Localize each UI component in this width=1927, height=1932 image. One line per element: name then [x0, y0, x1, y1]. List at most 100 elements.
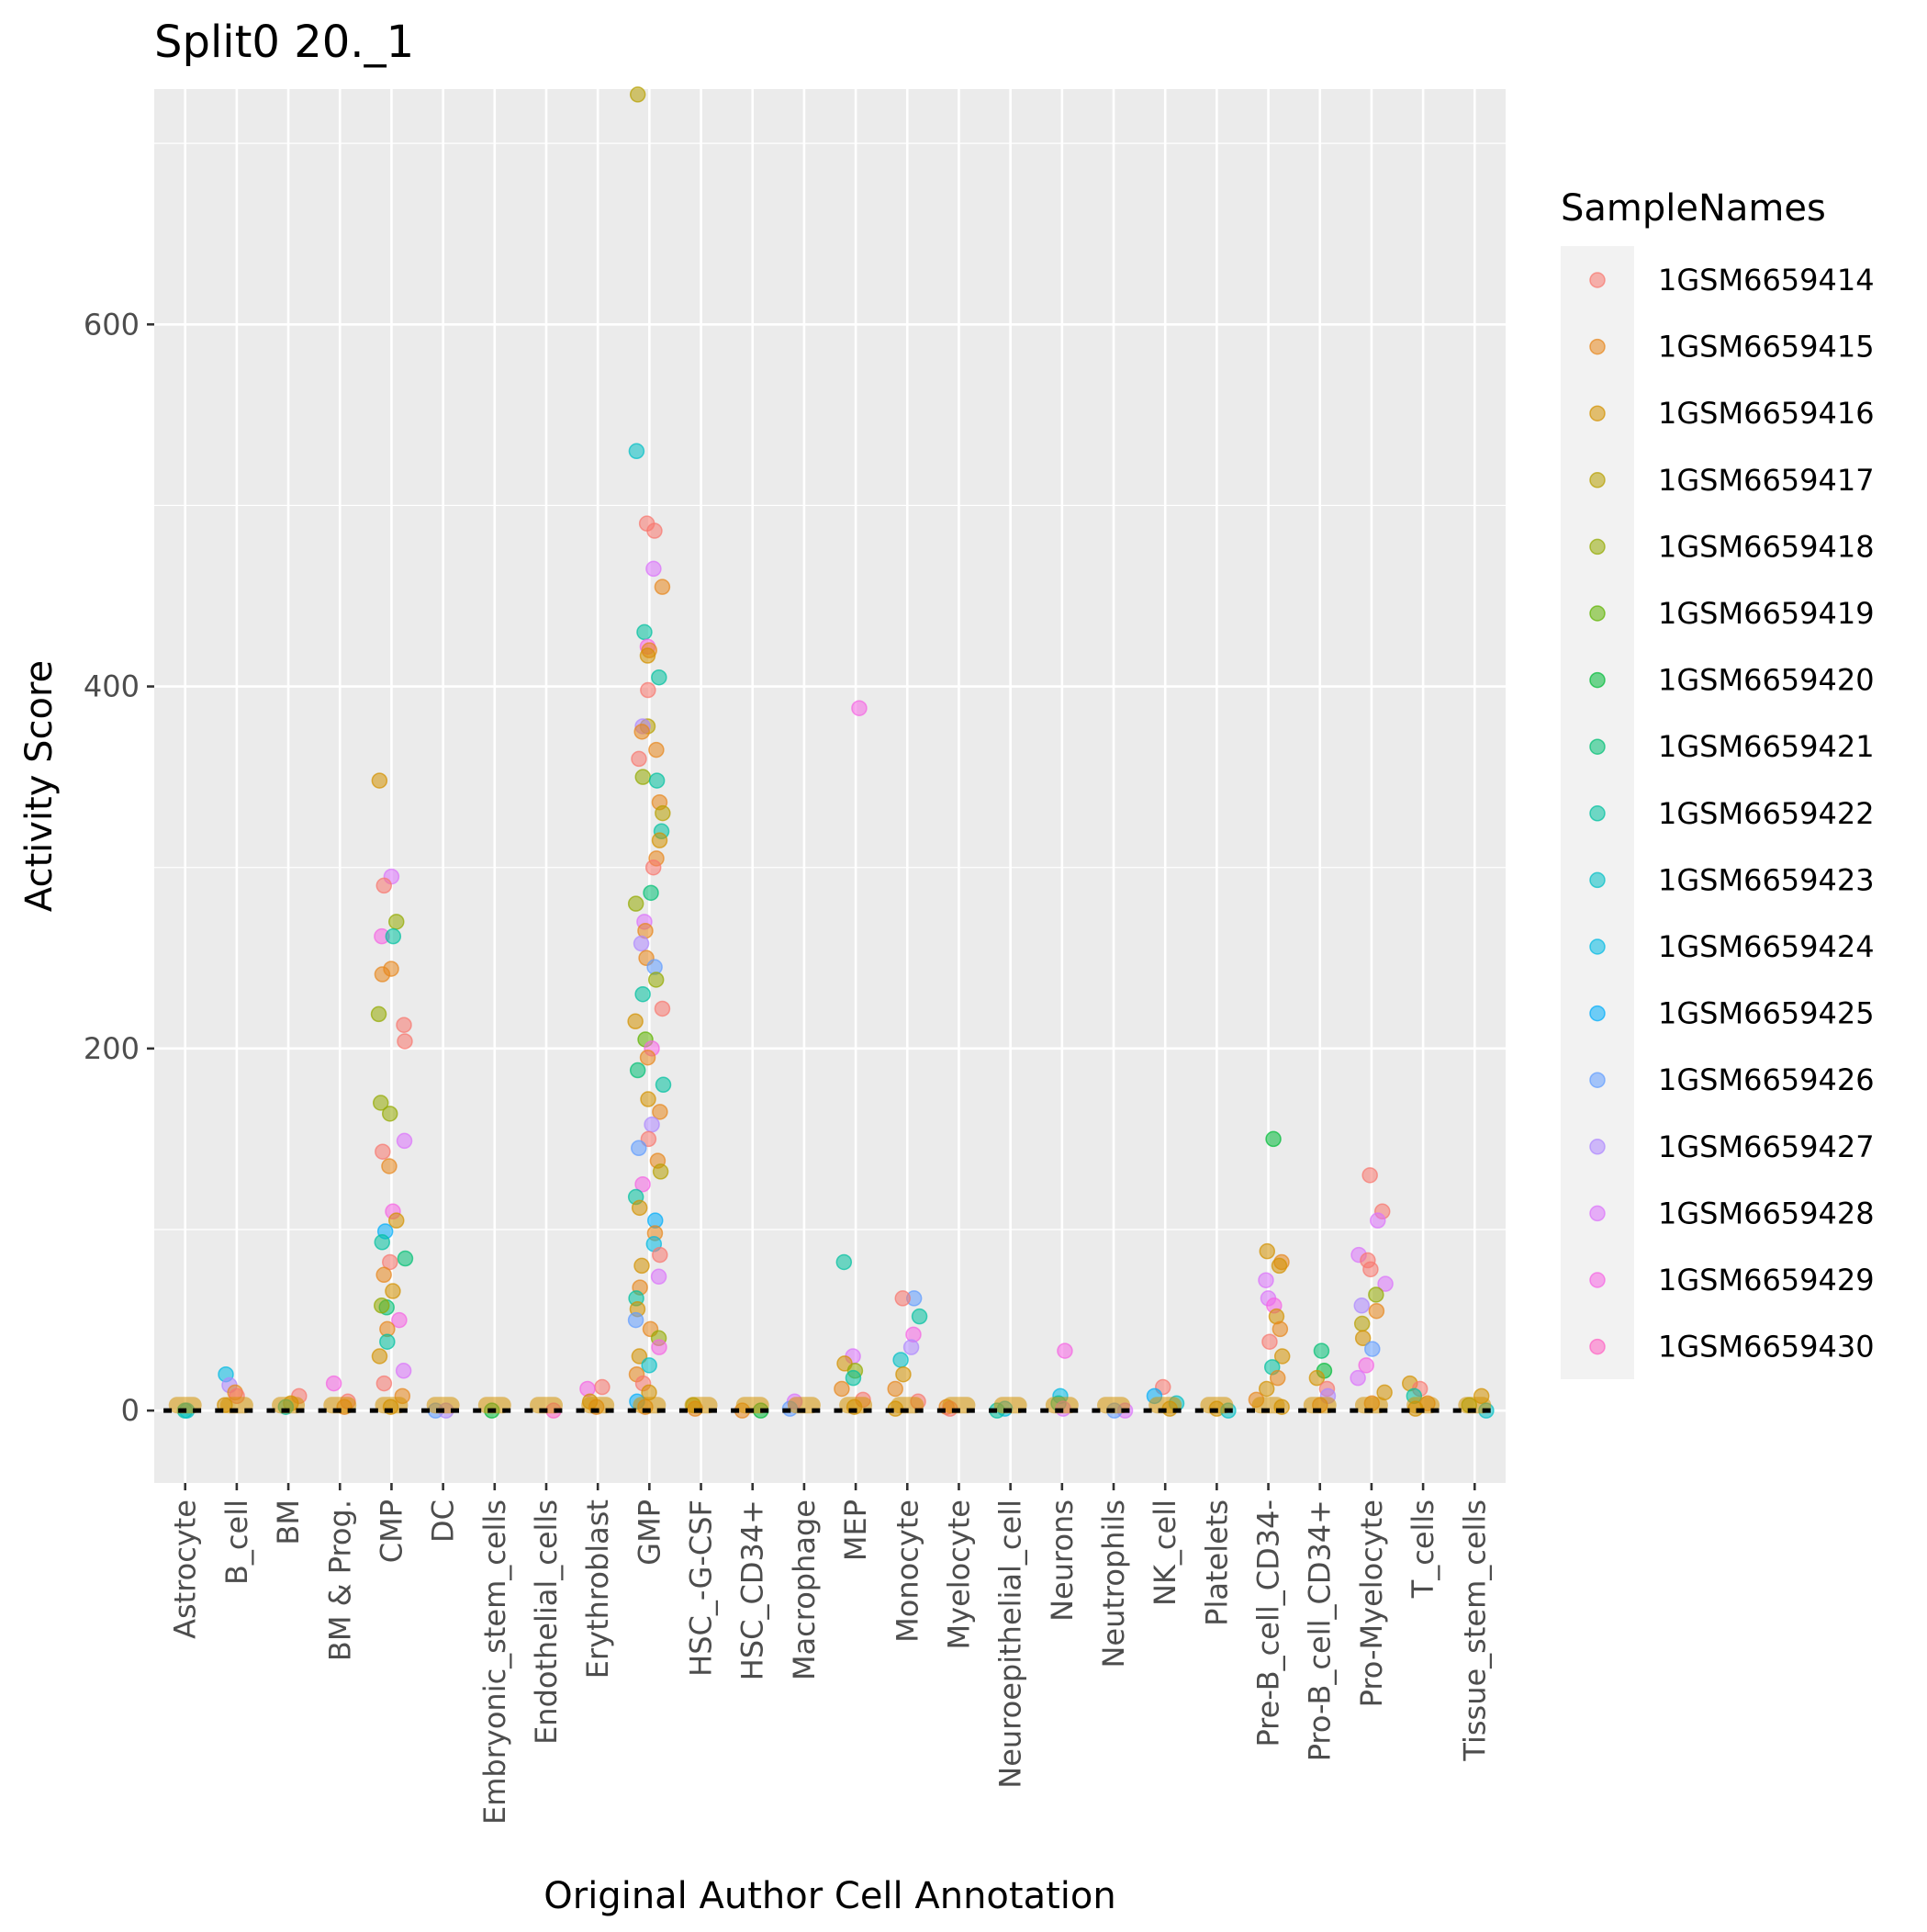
legend-items: 1GSM6659414 1GSM6659415 1GSM6659416 1GSM665… [1589, 263, 1875, 1365]
data-point [835, 1253, 853, 1271]
data-point [1265, 1130, 1282, 1148]
data-point [385, 1283, 401, 1299]
data-point [1308, 1369, 1326, 1387]
y-tick-label: 600 [84, 307, 140, 342]
data-point [381, 1158, 398, 1174]
data-point [648, 741, 665, 758]
data-point [381, 1106, 398, 1122]
chart-title: Split0 20._1 [154, 17, 414, 68]
data-point [633, 724, 650, 740]
x-axis: Astrocyte B_cell BM BM & Prog. CMP DC Embryoni… [168, 1483, 1492, 1825]
x-tick-label: BM [271, 1500, 306, 1545]
x-tick-label: HSC_-G-CSF [684, 1500, 719, 1677]
data-point [634, 1175, 651, 1193]
data-point [1350, 1369, 1366, 1387]
x-tick-label: HSC_CD34+ [735, 1500, 770, 1680]
y-axis-title: Activity Score [18, 660, 61, 912]
x-tick-label: Neutrophils [1096, 1500, 1131, 1668]
legend-key [1589, 1338, 1606, 1355]
legend-title: SampleNames [1561, 187, 1826, 230]
data-point [1271, 1257, 1288, 1275]
data-point [634, 769, 652, 785]
legend-label: 1GSM6659427 [1658, 1129, 1875, 1164]
y-axis: 0 200 400 600 [84, 307, 154, 1428]
legend-key [1589, 671, 1606, 689]
x-tick-label: T_cells [1406, 1500, 1440, 1599]
data-point [373, 1297, 390, 1314]
legend-label: 1GSM6659422 [1658, 796, 1875, 831]
legend-label: 1GSM6659424 [1658, 929, 1875, 964]
data-point [1057, 1342, 1073, 1359]
data-point [627, 1013, 644, 1030]
data-point [396, 1017, 412, 1033]
plot-panel [154, 89, 1506, 1483]
data-point [629, 1061, 646, 1079]
data-point [371, 1348, 388, 1365]
legend-label: 1GSM6659428 [1658, 1196, 1875, 1230]
data-point [651, 1339, 667, 1355]
legend: SampleNames 1GSM66594141GSM66594151GSM66… [1561, 187, 1875, 1379]
data-point [1354, 1330, 1372, 1347]
data-point [639, 647, 656, 664]
data-point [629, 86, 646, 103]
x-tick-label: Platelets [1199, 1500, 1234, 1626]
data-point [655, 1076, 672, 1094]
data-point [1368, 1302, 1385, 1320]
legend-label: 1GSM6659416 [1658, 396, 1875, 431]
legend-key [1589, 1005, 1606, 1022]
x-tick-label: Pro-B_cell_CD34+ [1303, 1500, 1338, 1761]
data-point [375, 1143, 391, 1160]
legend-key [1589, 272, 1606, 288]
x-tick-label: Astrocyte [168, 1500, 203, 1639]
x-tick-label: Pre-B_cell_CD34- [1251, 1500, 1286, 1747]
legend-key [1589, 338, 1606, 355]
x-tick-label: MEP [838, 1500, 873, 1561]
data-point [371, 772, 388, 789]
legend-key [1589, 738, 1606, 755]
data-point [1377, 1275, 1394, 1292]
data-point [1258, 1272, 1274, 1288]
legend-key [1589, 538, 1606, 556]
x-tick-label: Neurons [1045, 1500, 1080, 1622]
data-point [655, 804, 671, 822]
data-point [1368, 1286, 1384, 1303]
x-tick-label: CMP [374, 1500, 409, 1563]
data-point [633, 935, 650, 952]
data-point [644, 859, 662, 876]
data-point [1261, 1333, 1278, 1350]
data-point [652, 1104, 668, 1120]
y-tick-label: 200 [84, 1031, 140, 1066]
legend-label: 1GSM6659415 [1658, 330, 1875, 365]
y-tick-label: 400 [84, 669, 140, 704]
data-point [651, 668, 667, 686]
x-tick-label: Myelocyte [941, 1500, 976, 1649]
data-point [627, 1311, 644, 1329]
legend-key [1589, 472, 1606, 489]
data-point [648, 772, 666, 789]
data-point [651, 832, 668, 848]
data-point [647, 972, 665, 988]
data-point [1258, 1380, 1275, 1398]
legend-label: 1GSM6659430 [1658, 1330, 1875, 1365]
data-point [650, 1268, 667, 1286]
x-tick-label: Pro-Myelocyte [1354, 1500, 1389, 1707]
data-point [902, 1339, 920, 1355]
data-point [887, 1380, 903, 1398]
data-point [1358, 1357, 1374, 1374]
x-tick-label: Erythroblast [580, 1500, 615, 1679]
legend-label: 1GSM6659418 [1658, 529, 1875, 564]
data-point [631, 1348, 648, 1365]
data-point [375, 1375, 393, 1392]
data-point [1353, 1315, 1371, 1332]
legend-label: 1GSM6659423 [1658, 862, 1875, 897]
legend-key [1589, 871, 1606, 889]
x-tick-label: Macrophage [787, 1500, 822, 1680]
data-point [894, 1290, 912, 1307]
data-point [834, 1380, 850, 1398]
data-point [639, 1049, 656, 1066]
data-point [851, 700, 868, 716]
data-point [631, 1199, 648, 1217]
data-point [652, 1246, 668, 1264]
x-tick-label: Neuroepithelial_cell [993, 1500, 1028, 1789]
y-tick-label: 0 [121, 1393, 140, 1428]
